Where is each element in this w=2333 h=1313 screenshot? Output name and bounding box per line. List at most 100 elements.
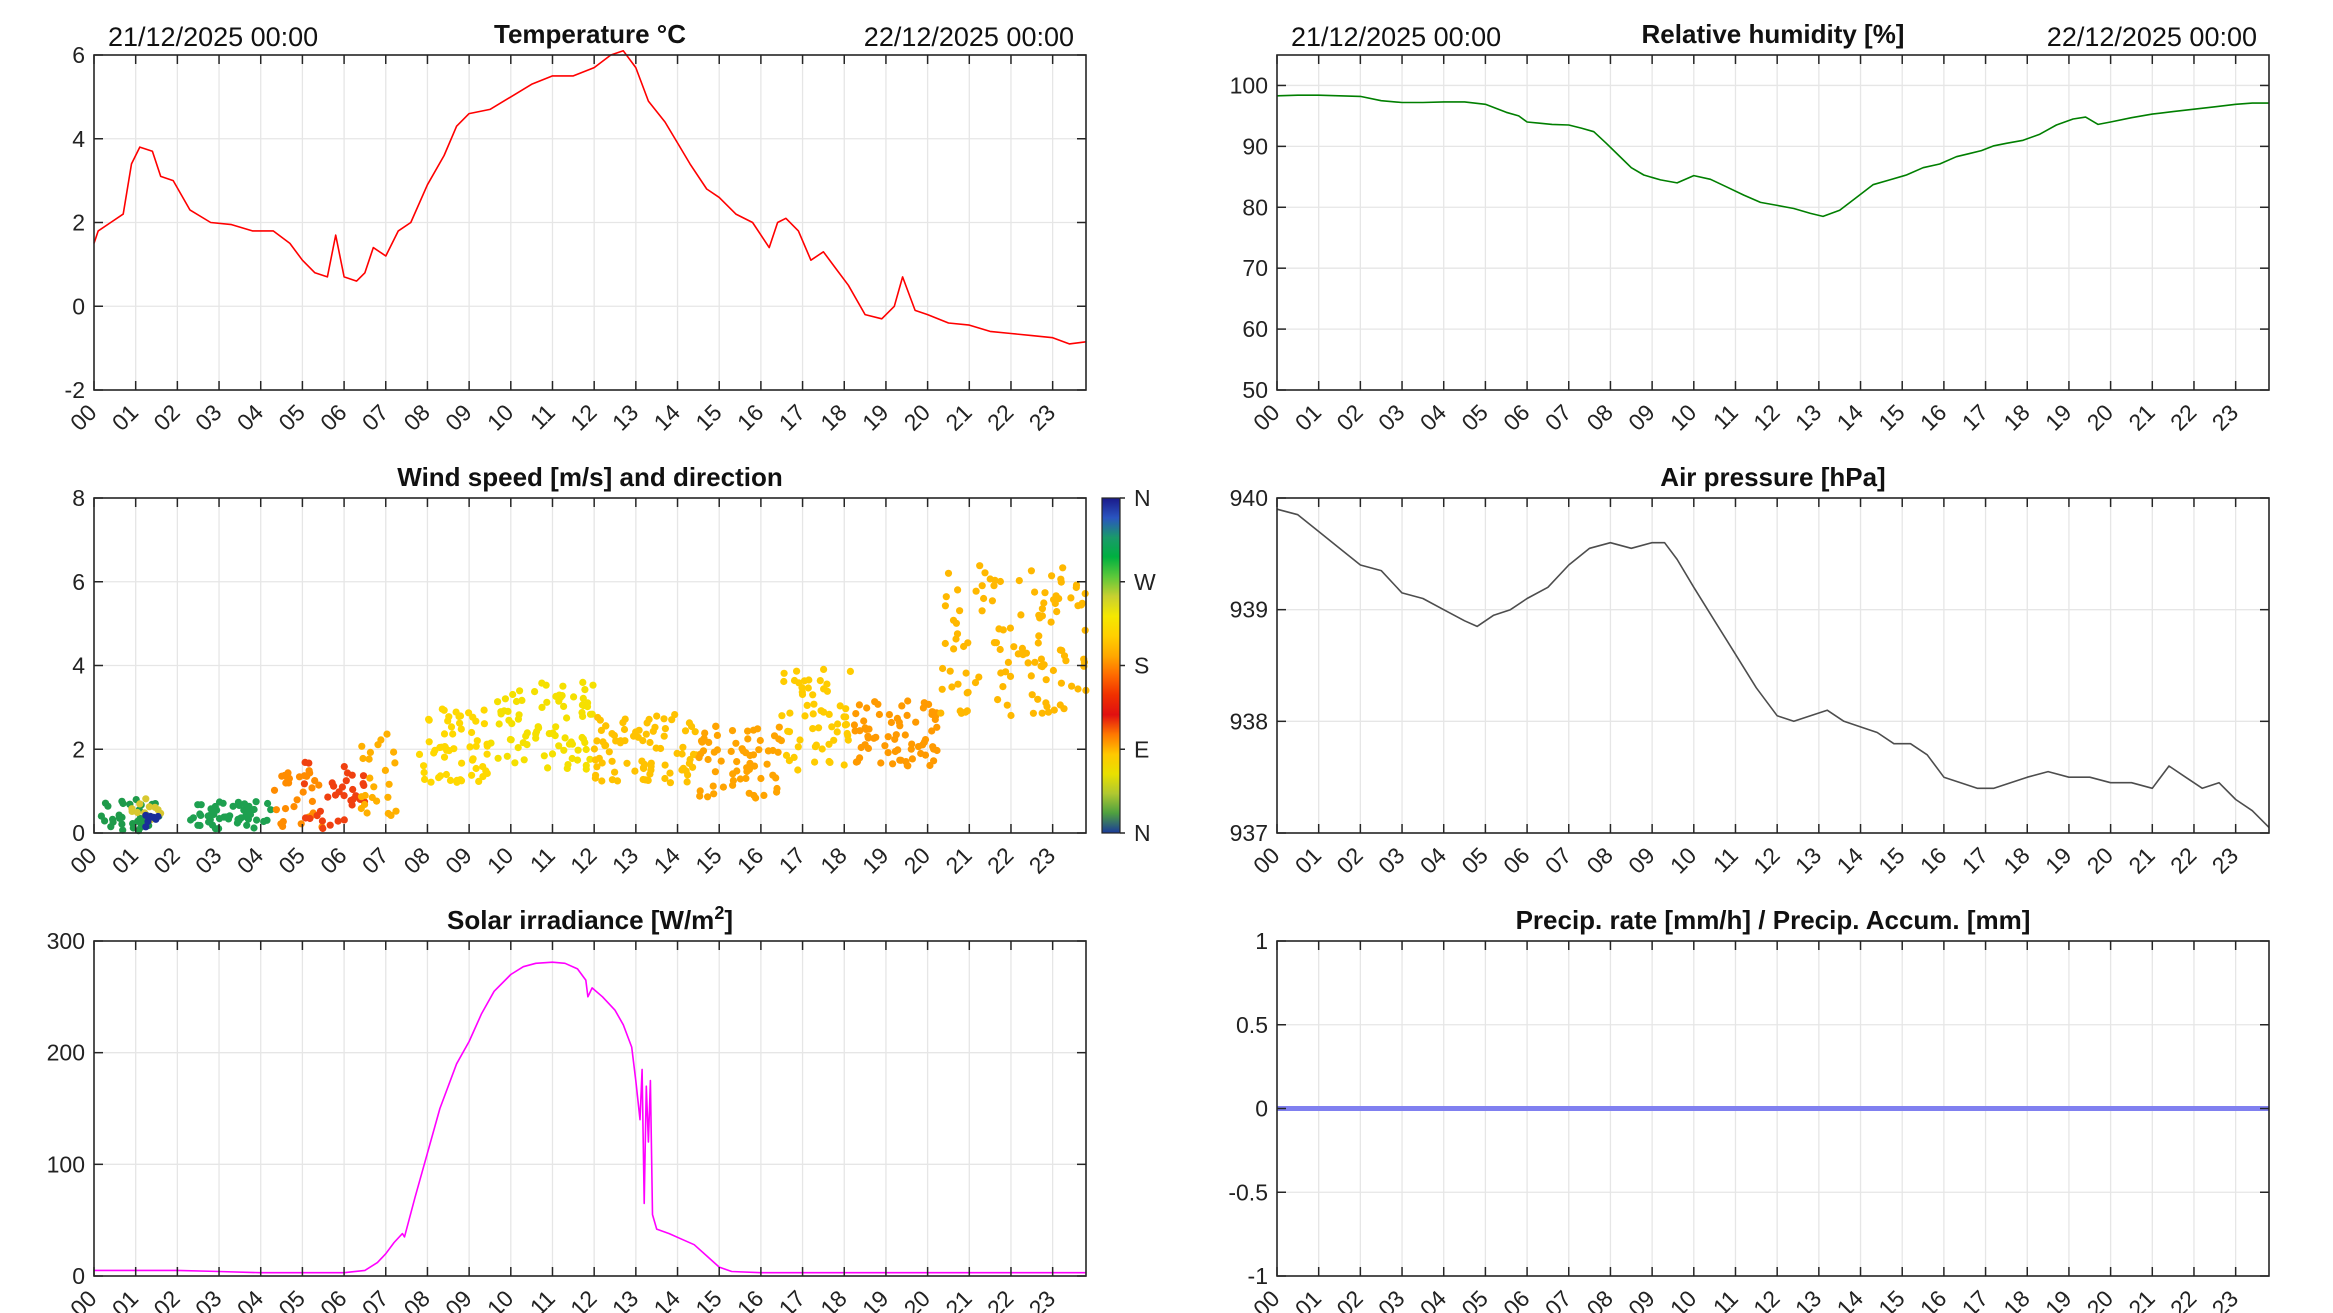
wind-point [904,697,912,705]
wind-point [282,779,290,787]
wind-point [611,768,619,776]
y-tick-label: 939 [1230,597,1268,623]
wind-point [816,677,824,685]
wind-point [660,715,668,723]
wind-point [805,676,813,684]
wind-point [933,723,941,731]
wind-point [472,764,480,773]
y-tick-label: 0 [1255,1096,1268,1122]
wind-point [441,743,449,752]
wind-point [686,755,694,764]
wind-point [755,746,763,754]
wind-point [956,707,964,715]
wind-point [733,767,741,775]
wind-point [151,803,159,811]
wind-point [573,756,582,764]
wind-point [605,748,613,756]
wind-point [582,745,590,754]
wind-point [340,792,348,800]
wind-point [681,727,690,735]
wind-point [495,720,503,728]
wind-point [598,777,606,785]
wind-point [331,791,340,799]
wind-point [811,743,820,751]
wind-point [564,761,572,769]
wind-point [926,761,934,770]
wind-point [1074,685,1082,693]
wind-point [757,774,765,783]
wind-point [196,821,204,830]
wind-point [719,783,728,791]
wind-direction-colorbar [1101,497,1121,834]
wind-point [990,582,998,590]
wind-point [660,732,668,740]
wind-point [445,713,453,721]
wind-point [593,737,601,745]
wind-point [234,798,242,806]
wind-point [817,707,825,715]
wind-point [538,703,546,712]
wind-point [846,667,855,676]
wind-point [646,770,654,778]
y-tick-label: 100 [1230,72,1268,98]
wind-point [385,780,393,788]
wind-point [458,759,466,767]
humidity-gridlines [1277,55,2269,391]
wind-point [442,770,450,779]
wind-point [137,819,145,827]
humidity-series-line [1276,94,2269,218]
wind-point [704,755,712,764]
wind-point [818,745,826,753]
wind-point [881,742,889,750]
wind-point [643,719,651,727]
wind-point [595,754,603,762]
wind-point [494,754,502,762]
wind-point [297,820,305,828]
wind-point [570,693,578,701]
wind-point [744,735,752,743]
wind-point [290,803,298,811]
wind-point [366,774,374,782]
wind-point [836,702,844,710]
wind-point [420,762,428,770]
wind-point [850,721,859,729]
wind-point [293,796,301,804]
wind-point [1047,618,1055,626]
humidity-axes-frame [1276,54,2270,391]
wind-point [709,782,717,790]
wind-point [825,710,833,719]
wind-point [852,710,860,718]
temperature-gridlines [94,54,1086,391]
wind-point [328,779,336,787]
y-tick-label: 0 [72,1263,85,1289]
wind-point [531,688,539,696]
wind-point [630,732,638,740]
wind-point [582,761,590,770]
pressure-axes-frame [1276,497,2270,834]
wind-point [743,767,751,776]
wind-point [243,821,251,829]
wind-point [1041,589,1049,597]
wind-point [559,682,567,690]
wind-point [252,798,260,806]
wind-point [782,751,791,760]
wind-point [794,743,802,751]
wind-point [640,764,648,773]
wind-point [925,700,933,709]
wind-point [483,750,491,758]
wind-point [366,748,374,757]
wind-point [318,817,326,825]
wind-point [830,736,838,744]
wind-point [754,725,762,733]
wind-point [511,759,519,767]
wind-point [250,824,258,832]
wind-point [796,736,804,744]
wind-point [543,698,551,706]
wind-point [189,814,197,822]
solar-series-line [94,961,1086,1274]
solar-axes-frame [93,940,1087,1277]
wind-point [1037,655,1045,663]
wind-point [101,817,109,825]
wind-point [435,774,443,782]
wind-point [578,709,586,717]
